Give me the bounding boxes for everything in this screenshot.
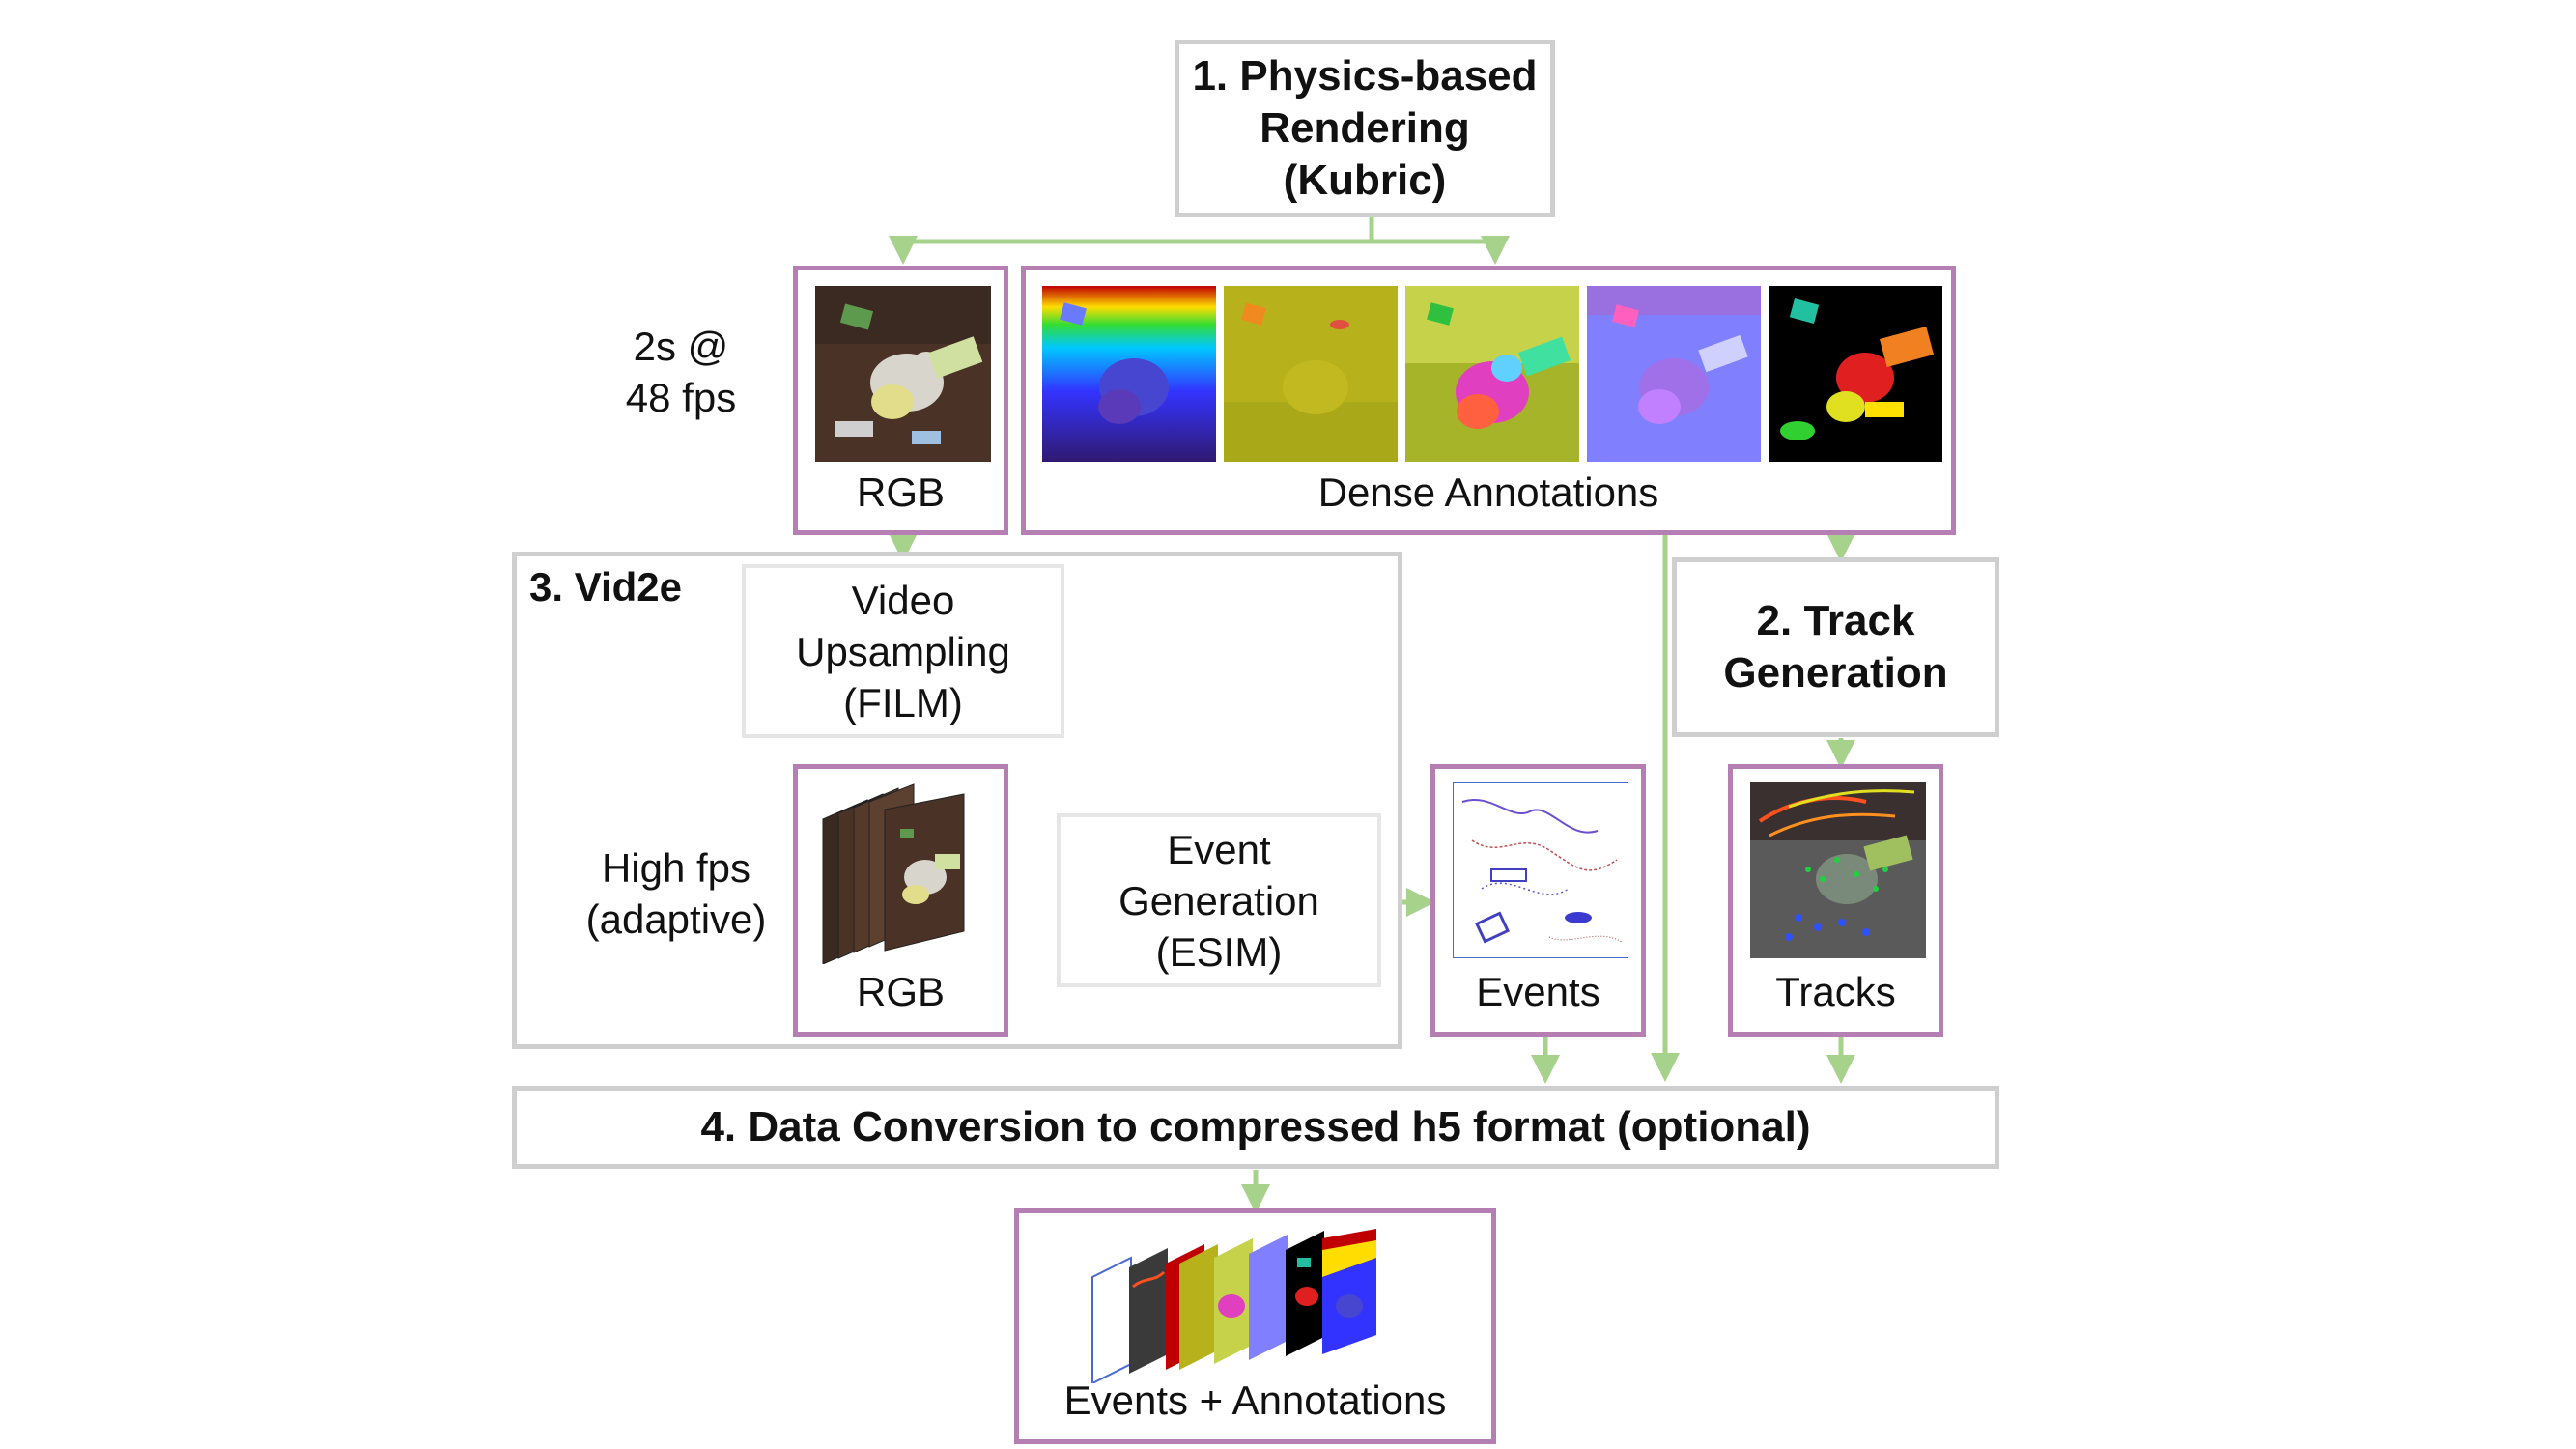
dense-annotations-caption: Dense Annotations: [1317, 469, 1659, 515]
step2-line1: 2. Track: [1756, 597, 1915, 644]
normal-map-image: [1587, 286, 1761, 462]
upsampling-line2: Upsampling: [796, 628, 1010, 674]
segmentation-image: [1769, 286, 1942, 462]
event-gen-line1: Event: [1167, 826, 1271, 872]
events-image: [1453, 782, 1628, 958]
fps-label: 2s @ 48 fps: [599, 319, 763, 425]
tracks-image: [1750, 782, 1926, 958]
high-fps-line1: High fps: [601, 845, 751, 891]
step1-line2: Rendering: [1260, 104, 1470, 152]
rgb-stack-caption: RGB: [856, 969, 945, 1014]
step2-track-generation-box: 2. Track Generation: [1672, 557, 1999, 737]
dense-annotations-box: Dense Annotations: [1021, 266, 1956, 535]
step3-title: 3. Vid2e: [529, 564, 682, 610]
events-box: Events: [1430, 764, 1646, 1037]
step1-kubric-box: 1. Physics-based Rendering (Kubric): [1175, 40, 1555, 217]
fps-line1: 2s @: [633, 324, 729, 369]
output-box: Events + Annotations: [1014, 1208, 1496, 1444]
rgb-frame-box: RGB: [793, 266, 1008, 535]
video-upsampling-box: Video Upsampling (FILM): [742, 564, 1064, 738]
event-gen-line3: (ESIM): [1155, 928, 1283, 975]
upsampling-line3: (FILM): [843, 679, 963, 725]
step1-line1: 1. Physics-based: [1192, 52, 1538, 99]
output-caption: Events + Annotations: [1063, 1378, 1447, 1423]
surface-normal-image: [1405, 286, 1579, 462]
tracks-box: Tracks: [1728, 764, 1943, 1037]
step1-line3: (Kubric): [1283, 156, 1447, 204]
tracks-caption: Tracks: [1775, 969, 1896, 1014]
event-gen-line2: Generation: [1118, 877, 1319, 923]
event-generation-box: Event Generation (ESIM): [1057, 813, 1381, 987]
step4-title: 4. Data Conversion to compressed h5 form…: [700, 1103, 1811, 1151]
fps-line2: 48 fps: [625, 375, 737, 420]
high-fps-label: High fps (adaptive): [570, 840, 782, 947]
depth-map-image: [1042, 286, 1216, 462]
output-stack-image: [1091, 1229, 1376, 1383]
optical-flow-image: [1224, 286, 1398, 462]
step4-data-conversion-box: 4. Data Conversion to compressed h5 form…: [512, 1086, 1999, 1169]
rgb-stack-image: [822, 783, 965, 964]
events-caption: Events: [1476, 969, 1600, 1014]
rgb-stack-box: RGB: [793, 764, 1008, 1037]
rgb-image: [815, 286, 991, 462]
rgb-caption: RGB: [856, 469, 945, 515]
high-fps-line2: (adaptive): [585, 896, 767, 942]
upsampling-line1: Video: [851, 577, 955, 623]
step2-line2: Generation: [1723, 649, 1948, 696]
